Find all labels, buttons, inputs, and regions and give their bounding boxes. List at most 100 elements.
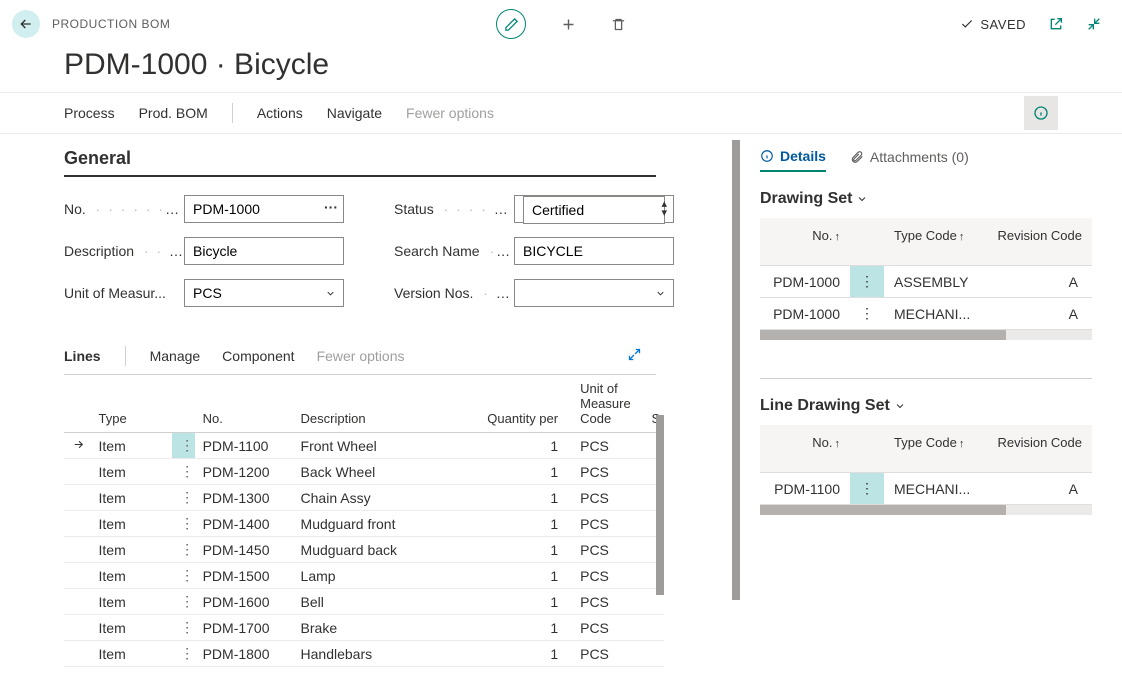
cell-qty: 1: [476, 485, 572, 511]
row-menu-button[interactable]: ⋮: [172, 459, 194, 485]
lds-col-rev[interactable]: Revision Code: [984, 425, 1092, 473]
col-no[interactable]: No.: [195, 375, 293, 433]
cell-description: Back Wheel: [293, 459, 477, 485]
table-row[interactable]: Item⋮PDM-1200Back Wheel1PCS: [64, 459, 664, 485]
cell-uom: PCS: [572, 615, 643, 641]
row-menu-button[interactable]: ⋮: [172, 589, 194, 615]
collapse-button[interactable]: [1086, 16, 1102, 32]
lines-tab[interactable]: Lines: [64, 348, 101, 364]
lines-component[interactable]: Component: [222, 348, 294, 364]
table-row[interactable]: Item⋮PDM-1600Bell1PCS: [64, 589, 664, 615]
table-row[interactable]: PDM-1000⋮ASSEMBLYA: [760, 266, 1092, 298]
cell-type: Item: [91, 511, 173, 537]
check-icon: [960, 17, 974, 31]
table-row[interactable]: Item⋮PDM-1500Lamp1PCS: [64, 563, 664, 589]
page-title: PDM-1000 · Bicycle: [64, 48, 1058, 82]
delete-button[interactable]: [611, 17, 626, 32]
section-line-drawing-set[interactable]: Line Drawing Set: [760, 397, 1092, 415]
row-menu-button[interactable]: ⋮: [172, 563, 194, 589]
lines-separator: [125, 346, 126, 366]
drawing-set-h-scroll[interactable]: [760, 330, 1092, 340]
menu-actions[interactable]: Actions: [257, 105, 303, 121]
field-description[interactable]: [184, 237, 344, 265]
row-menu-button[interactable]: ⋮: [172, 537, 194, 563]
table-row[interactable]: PDM-1000⋮MECHANI...A: [760, 298, 1092, 330]
col-description[interactable]: Description: [293, 375, 477, 433]
lines-fewer-options[interactable]: Fewer options: [317, 348, 405, 364]
menu-prod-bom[interactable]: Prod. BOM: [139, 105, 208, 121]
tab-attachments[interactable]: Attachments (0): [850, 149, 969, 171]
maximize-icon: [627, 347, 642, 362]
cell-no: PDM-1000: [760, 266, 850, 298]
row-menu-button[interactable]: ⋮: [850, 473, 884, 505]
menu-process[interactable]: Process: [64, 105, 115, 121]
field-uom[interactable]: [184, 279, 344, 307]
ds-col-no[interactable]: No.↑: [760, 218, 850, 266]
cell-uom: PCS: [572, 641, 643, 667]
table-row[interactable]: Item⋮PDM-1300Chain Assy1PCS: [64, 485, 664, 511]
menu-navigate[interactable]: Navigate: [327, 105, 382, 121]
table-row[interactable]: Item⋮PDM-1800Handlebars1PCS: [64, 641, 664, 667]
lines-scrollbar[interactable]: [656, 415, 664, 595]
row-menu-button[interactable]: ⋮: [172, 511, 194, 537]
popout-button[interactable]: [1048, 16, 1064, 32]
drawing-set-table: No.↑ Type Code↑ Revision Code PDM-1000⋮A…: [760, 218, 1092, 330]
lines-manage[interactable]: Manage: [150, 348, 201, 364]
section-line-drawing-set-label: Line Drawing Set: [760, 397, 890, 415]
cell-description: Bell: [293, 589, 477, 615]
section-general-title[interactable]: General: [64, 148, 656, 177]
back-button[interactable]: [12, 10, 40, 38]
lines-expand-button[interactable]: [627, 347, 642, 365]
menu-fewer-options[interactable]: Fewer options: [406, 105, 494, 121]
main-scrollbar[interactable]: [732, 140, 740, 600]
cell-no: PDM-1300: [195, 485, 293, 511]
line-drawing-set-h-scroll[interactable]: [760, 505, 1092, 515]
cell-no: PDM-1500: [195, 563, 293, 589]
row-menu-button[interactable]: ⋮: [172, 615, 194, 641]
paperclip-icon: [850, 150, 864, 164]
field-version-nos[interactable]: [514, 279, 674, 307]
col-type[interactable]: Type: [91, 375, 173, 433]
table-row[interactable]: PDM-1100⋮MECHANI...A: [760, 473, 1092, 505]
chevron-down-icon: [655, 288, 666, 299]
cell-qty: 1: [476, 615, 572, 641]
chevron-down-icon: [325, 288, 336, 299]
cell-qty: 1: [476, 459, 572, 485]
cell-qty: 1: [476, 641, 572, 667]
section-drawing-set[interactable]: Drawing Set: [760, 190, 1092, 208]
cell-no: PDM-1200: [195, 459, 293, 485]
cell-type: MECHANI...: [884, 298, 984, 330]
field-no[interactable]: [184, 195, 344, 223]
cell-uom: PCS: [572, 589, 643, 615]
row-menu-button[interactable]: ⋮: [172, 485, 194, 511]
ds-col-rev[interactable]: Revision Code: [984, 218, 1092, 266]
field-search-name[interactable]: [514, 237, 674, 265]
col-qty[interactable]: Quantity per: [476, 375, 572, 433]
field-no-lookup[interactable]: ···: [324, 199, 338, 215]
row-menu-button[interactable]: ⋮: [850, 298, 884, 330]
table-row[interactable]: Item⋮PDM-1100Front Wheel1PCS: [64, 433, 664, 459]
lds-col-no[interactable]: No.↑: [760, 425, 850, 473]
lds-col-type[interactable]: Type Code↑: [884, 425, 984, 473]
ds-col-type[interactable]: Type Code↑: [884, 218, 984, 266]
arrow-right-icon: [72, 438, 85, 451]
cell-no: PDM-1100: [195, 433, 293, 459]
table-row[interactable]: Item⋮PDM-1450Mudguard back1PCS: [64, 537, 664, 563]
cell-description: Front Wheel: [293, 433, 477, 459]
new-button[interactable]: [560, 16, 577, 33]
tab-details[interactable]: Details: [760, 148, 826, 172]
cell-type: Item: [91, 485, 173, 511]
edit-button[interactable]: [496, 9, 526, 39]
info-button[interactable]: [1024, 96, 1058, 130]
popout-icon: [1048, 16, 1064, 32]
cell-no: PDM-1400: [195, 511, 293, 537]
table-row[interactable]: Item⋮PDM-1400Mudguard front1PCS: [64, 511, 664, 537]
col-uom[interactable]: Unit ofMeasureCode: [572, 375, 643, 433]
lines-table: Type No. Description Quantity per Unit o…: [64, 375, 664, 667]
table-row[interactable]: Item⋮PDM-1700Brake1PCS: [64, 615, 664, 641]
tab-attachments-label: Attachments (0): [870, 149, 969, 165]
field-status[interactable]: [523, 196, 665, 224]
row-menu-button[interactable]: ⋮: [172, 433, 194, 459]
row-menu-button[interactable]: ⋮: [850, 266, 884, 298]
row-menu-button[interactable]: ⋮: [172, 641, 194, 667]
